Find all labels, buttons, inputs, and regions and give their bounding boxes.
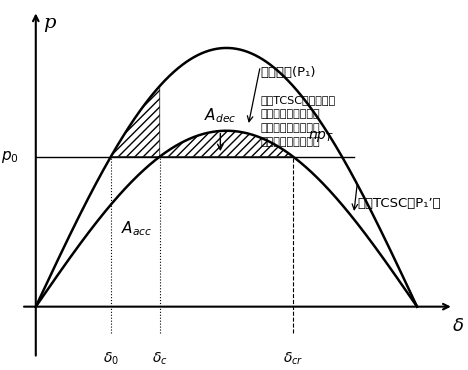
Text: $p_0$: $p_0$: [1, 149, 19, 165]
Text: $np_T$: $np_T$: [307, 129, 334, 144]
Text: $\delta_{cr}$: $\delta_{cr}$: [283, 351, 303, 367]
Text: 调整TCSC（P₁’）: 调整TCSC（P₁’）: [358, 197, 441, 210]
Text: $\delta$: $\delta$: [452, 317, 464, 335]
Text: 正常运行(P₁): 正常运行(P₁): [260, 66, 316, 79]
Text: $A_{dec}$: $A_{dec}$: [204, 106, 236, 125]
Text: 随着TCSC等值电抗的
增大，功角特性曲线
下移，导致加速面积
增大减速面积减小。: 随着TCSC等值电抗的 增大，功角特性曲线 下移，导致加速面积 增大减速面积减小…: [260, 94, 336, 147]
Text: $\delta_c$: $\delta_c$: [152, 351, 168, 367]
Text: $\delta_0$: $\delta_0$: [103, 351, 119, 367]
Text: p: p: [43, 14, 56, 31]
Text: $A_{acc}$: $A_{acc}$: [121, 220, 152, 238]
